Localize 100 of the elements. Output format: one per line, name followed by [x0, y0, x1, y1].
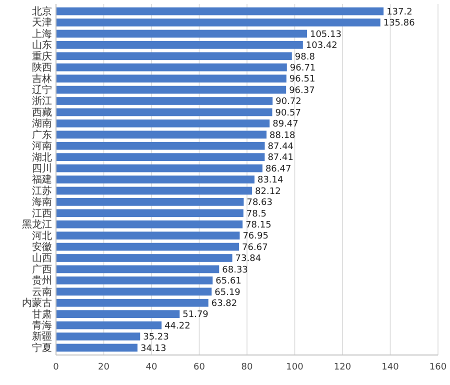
x-tick-label: 40 — [146, 362, 158, 372]
bar — [56, 142, 265, 150]
data-label: 96.51 — [289, 74, 316, 85]
bar — [56, 298, 208, 307]
x-tick-label: 160 — [429, 362, 447, 372]
x-tick-label: 0 — [53, 362, 60, 372]
y-tick-label: 山西 — [32, 252, 52, 264]
bar — [56, 176, 254, 184]
bar — [56, 130, 267, 139]
y-tick-label: 上海 — [32, 28, 52, 40]
y-tick-label: 江苏 — [32, 184, 52, 197]
y-tick-label: 青海 — [32, 319, 52, 332]
data-label: 65.61 — [216, 276, 242, 287]
bar — [56, 198, 244, 206]
y-tick-label: 重庆 — [32, 50, 52, 62]
data-label: 87.44 — [268, 142, 294, 152]
data-label: 135.86 — [383, 18, 416, 29]
x-tick-label: 100 — [286, 362, 304, 372]
bar — [56, 186, 252, 195]
y-tick-label: 西藏 — [32, 106, 52, 118]
bar — [56, 265, 220, 274]
y-tick-label: 广西 — [32, 263, 52, 276]
y-tick-label: 辽宁 — [32, 84, 52, 96]
bar — [56, 220, 243, 228]
y-tick-label: 浙江 — [32, 95, 52, 108]
x-tick-label: 140 — [382, 362, 400, 372]
bar — [56, 242, 240, 251]
y-tick-label: 天津 — [32, 16, 52, 29]
y-tick-label: 陕西 — [32, 62, 52, 74]
bar — [56, 97, 273, 105]
data-label: 34.13 — [140, 344, 166, 354]
y-tick-label: 北京 — [32, 5, 52, 18]
x-tick-label: 20 — [98, 362, 110, 372]
data-label: 89.47 — [272, 120, 298, 130]
data-label: 63.82 — [211, 299, 238, 310]
data-label: 35.23 — [143, 332, 169, 343]
y-tick-label: 河南 — [32, 140, 52, 152]
y-tick-label: 山东 — [32, 39, 52, 52]
bar — [56, 108, 272, 116]
y-tick-label: 安徽 — [32, 240, 52, 253]
data-label: 137.2 — [386, 7, 412, 18]
y-tick-label: 云南 — [32, 286, 52, 298]
y-tick-label: 福建 — [32, 174, 52, 186]
data-label: 98.8 — [294, 52, 316, 62]
y-tick-label: 湖北 — [32, 151, 52, 164]
bar — [56, 310, 180, 318]
bar — [56, 7, 384, 16]
y-tick-label: 甘肃 — [32, 308, 52, 320]
data-label: 76.67 — [242, 242, 268, 253]
data-label: 82.12 — [255, 186, 281, 197]
data-label: 86.47 — [265, 164, 292, 174]
data-label: 87.41 — [268, 153, 294, 164]
y-tick-label: 广东 — [32, 128, 52, 141]
data-label: 90.57 — [275, 108, 301, 118]
x-tick-label: 80 — [241, 362, 253, 372]
data-label: 88.18 — [270, 130, 296, 141]
data-label: 65.19 — [214, 288, 241, 298]
bar — [56, 209, 244, 218]
bar — [56, 164, 262, 172]
y-tick-label: 河北 — [32, 230, 52, 242]
bar — [56, 332, 140, 340]
data-label: 83.14 — [257, 176, 284, 186]
bar — [56, 153, 265, 161]
data-label: 96.37 — [289, 86, 315, 96]
bar — [56, 41, 303, 49]
y-tick-label: 宁夏 — [32, 342, 52, 354]
x-tick-label: 120 — [334, 362, 352, 372]
bar — [56, 288, 212, 296]
data-label: 51.79 — [182, 310, 209, 320]
bar — [56, 86, 286, 94]
bar — [56, 254, 232, 262]
y-tick-label: 黑龙江 — [22, 218, 52, 231]
bar — [56, 30, 307, 38]
y-tick-label: 四川 — [32, 162, 52, 174]
y-tick-label: 江西 — [32, 207, 52, 220]
bar — [56, 232, 240, 240]
x-tick-label: 60 — [194, 362, 206, 372]
y-tick-label: 贵州 — [32, 274, 52, 287]
bar — [56, 52, 292, 60]
data-label: 68.33 — [222, 265, 248, 276]
y-tick-label: 吉林 — [32, 72, 52, 85]
bar — [56, 63, 287, 72]
y-tick-label: 海南 — [32, 196, 52, 208]
bar — [56, 74, 286, 82]
data-label: 76.95 — [242, 232, 268, 242]
data-label: 78.63 — [246, 198, 272, 208]
y-tick-label: 内蒙古 — [22, 297, 52, 310]
data-label: 73.84 — [235, 254, 262, 264]
data-label: 78.15 — [246, 220, 272, 231]
data-label: 96.71 — [290, 64, 316, 74]
data-label: 44.22 — [164, 321, 190, 332]
bar — [56, 276, 213, 284]
data-label: 105.13 — [310, 30, 342, 40]
y-tick-label: 湖南 — [32, 118, 52, 130]
bar — [56, 120, 270, 128]
y-tick-label: 新疆 — [32, 330, 52, 343]
bar — [56, 344, 138, 352]
bar — [56, 18, 380, 26]
data-label: 78.5 — [246, 209, 266, 220]
bar — [56, 321, 162, 330]
